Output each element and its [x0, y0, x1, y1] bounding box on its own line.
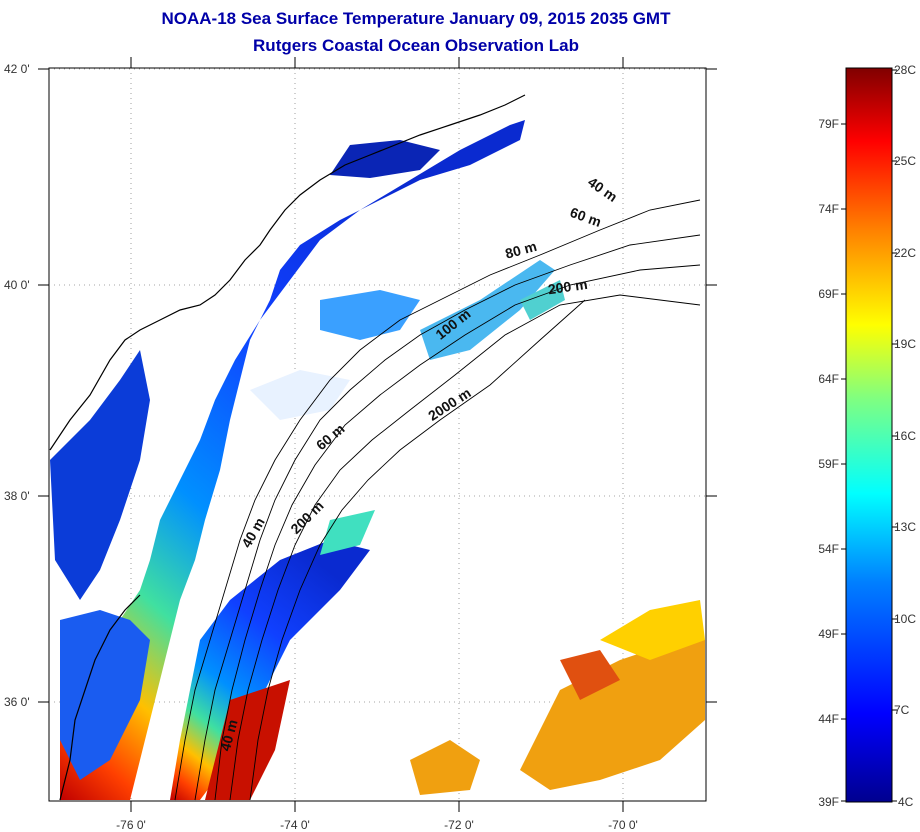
colorbar-label-19c: 19C: [894, 337, 916, 351]
colorbar-label-49f: 49F: [818, 627, 839, 641]
lat-label-40: 40 0': [4, 278, 30, 292]
lat-label-42: 42 0': [4, 62, 30, 76]
colorbar-label-64f: 64F: [818, 372, 839, 386]
colorbar-label-4c: 4C: [898, 795, 914, 809]
colorbar-label-16c: 16C: [894, 429, 916, 443]
lat-label-36: 36 0': [4, 695, 30, 709]
sst-offshore-patches: [320, 260, 705, 795]
depth-label-200m-north: 200 m: [547, 276, 589, 297]
lon-label-72: -72 0': [444, 818, 474, 832]
colorbar-label-25c: 25C: [894, 154, 916, 168]
map-title: NOAA-18 Sea Surface Temperature January …: [161, 9, 671, 28]
colorbar: [845, 67, 893, 803]
colorbar-label-28c: 28C: [894, 63, 916, 77]
sst-shelf-water: [50, 120, 525, 800]
coastline-south: [59, 594, 141, 801]
depth-label-80m: 80 m: [503, 238, 538, 262]
colorbar-label-10c: 10C: [894, 612, 916, 626]
colorbar-label-13c: 13C: [894, 520, 916, 534]
coastline: [49, 94, 526, 451]
lat-label-38: 38 0': [4, 489, 30, 503]
colorbar-label-7c: 7C: [894, 703, 910, 717]
axis-ticks: [38, 57, 717, 812]
colorbar-label-59f: 59F: [818, 457, 839, 471]
lon-label-74: -74 0': [280, 818, 310, 832]
bathymetry-contours: [174, 199, 701, 801]
depth-label-40m-south: 40 m: [217, 718, 241, 753]
colorbar-label-39f: 39F: [818, 795, 839, 809]
colorbar-ticks: [841, 69, 897, 802]
colorbar-label-22c: 22C: [894, 246, 916, 260]
lon-label-76: -76 0': [116, 818, 146, 832]
colorbar-label-44f: 44F: [818, 712, 839, 726]
map-subtitle: Rutgers Coastal Ocean Observation Lab: [253, 36, 579, 55]
colorbar-label-69f: 69F: [818, 287, 839, 301]
lon-label-70: -70 0': [608, 818, 638, 832]
colorbar-label-54f: 54F: [818, 542, 839, 556]
colorbar-label-74f: 74F: [818, 202, 839, 216]
colorbar-label-79f: 79F: [818, 117, 839, 131]
